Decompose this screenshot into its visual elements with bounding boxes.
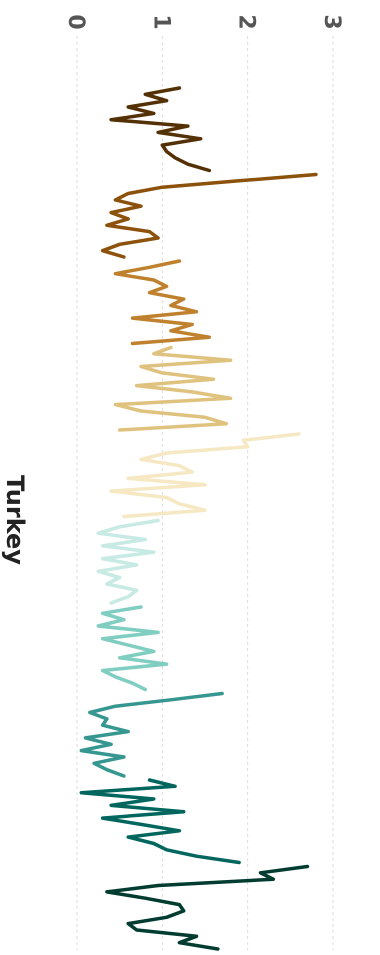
y-tick-label: 3 <box>319 14 344 29</box>
series-line-6 <box>96 518 160 605</box>
series-line-2 <box>100 172 318 259</box>
y-tick-label: 1 <box>148 14 173 29</box>
series-line-3 <box>113 259 212 346</box>
series-lines <box>79 86 318 951</box>
series-line-9 <box>79 778 241 865</box>
series-line-8 <box>79 691 224 778</box>
series-line-5 <box>109 432 301 519</box>
y-tick-label: 0 <box>63 14 88 29</box>
y-tick-label: 2 <box>234 14 259 29</box>
series-line-10 <box>105 864 310 951</box>
series-line-1 <box>109 86 212 173</box>
y-axis-ticks: 0 1 2 3 <box>63 14 344 29</box>
series-line-4 <box>113 345 233 432</box>
series-line-7 <box>96 605 169 692</box>
chart-title: Turkey <box>1 475 29 565</box>
